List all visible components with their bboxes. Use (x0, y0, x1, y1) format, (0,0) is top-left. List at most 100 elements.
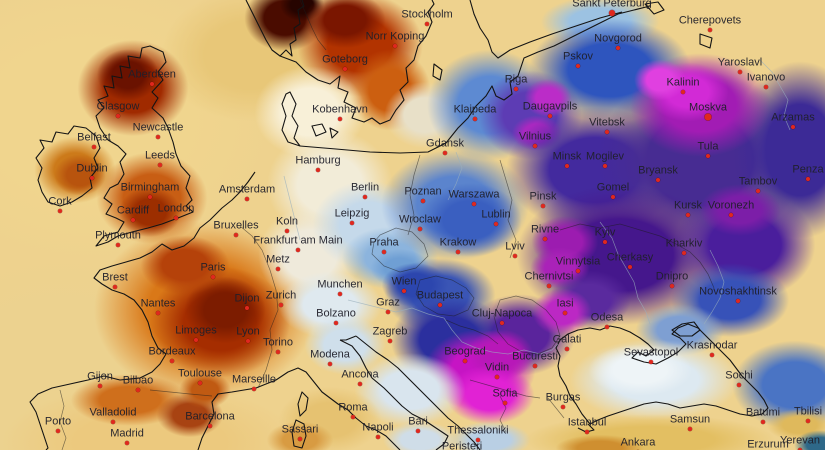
city-dot (386, 310, 390, 314)
city-label: Lublin (481, 208, 511, 221)
city-dot (514, 87, 518, 91)
city-label: Tula (697, 140, 719, 153)
city-label: Leipzig (334, 207, 370, 220)
city-label: Warszawa (448, 188, 500, 201)
city-dot (194, 338, 198, 342)
city-dot (90, 176, 94, 180)
city-dot (543, 237, 547, 241)
city-label: Bucuresti (512, 350, 558, 363)
city-label: Kalinin (666, 76, 700, 89)
city-dot (98, 384, 102, 388)
city-label: Bilbao (122, 374, 154, 387)
city-dot (246, 339, 250, 343)
city-dot (611, 195, 615, 199)
city-dot (736, 299, 740, 303)
city-dot (382, 250, 386, 254)
city-dot (565, 164, 569, 168)
city-dot (576, 64, 580, 68)
city-label: Vitebsk (589, 116, 625, 129)
city-label: Sassari (281, 423, 319, 436)
city-label: Marseille (231, 373, 277, 386)
city-label: Poznan (404, 185, 442, 198)
city-label: Cardiff (116, 204, 150, 217)
city-label: Gdansk (426, 137, 464, 150)
city-label: Galati (552, 333, 582, 346)
city-label: Pskov (563, 50, 593, 63)
city-label: Limoges (175, 324, 217, 337)
city-label: Munchen (317, 278, 363, 291)
city-label: Tbilisi (793, 405, 823, 418)
city-dot (421, 199, 425, 203)
city-label: Vinnytsia (555, 255, 601, 268)
city-label: Daugavpils (522, 100, 578, 113)
city-dot (616, 46, 620, 50)
city-label: Dublin (76, 162, 108, 175)
city-dot (56, 429, 60, 433)
city-label: Roma (338, 401, 368, 414)
city-dot (388, 339, 392, 343)
city-label: Burgas (545, 391, 581, 404)
city-dot (503, 401, 507, 405)
city-dot (116, 243, 120, 247)
city-label: Bolzano (316, 307, 356, 320)
city-label: Barcelona (185, 410, 235, 423)
city-dot (425, 22, 429, 26)
city-label: Minsk (552, 150, 582, 163)
city-label: Gijon (87, 370, 113, 383)
city-dot (737, 383, 741, 387)
city-label: Kobenhavn (312, 103, 368, 116)
city-label: Lviv (505, 240, 525, 253)
city-dot (296, 248, 300, 252)
city-dot (565, 347, 569, 351)
city-label: Vidin (484, 361, 510, 374)
city-dot (791, 125, 795, 129)
city-label: Aberdeen (128, 68, 176, 81)
city-dot (92, 145, 96, 149)
city-dot (402, 289, 406, 293)
city-dot (761, 420, 765, 424)
city-label: Budapest (416, 289, 464, 302)
city-dot (338, 117, 342, 121)
city-label: Istanbul (567, 416, 607, 429)
city-dot (473, 117, 477, 121)
city-label: Dijon (234, 292, 260, 305)
city-label: Porto (44, 415, 72, 428)
city-dot (58, 209, 62, 213)
city-label: Cherepovets (678, 14, 742, 27)
city-label: Krakow (439, 236, 477, 249)
city-dot (245, 306, 249, 310)
city-label: Newcastle (132, 121, 184, 134)
city-label: Sochi (725, 369, 753, 382)
city-label: Ivanovo (746, 71, 786, 84)
city-dot (729, 213, 733, 217)
city-dot (376, 435, 380, 439)
city-label: Sofia (492, 387, 518, 400)
city-dot (245, 197, 249, 201)
city-dot (704, 113, 712, 121)
city-dot (211, 275, 215, 279)
city-label: Ankara (620, 436, 656, 449)
city-label: Zagreb (372, 325, 408, 338)
city-label: Pinsk (529, 190, 557, 203)
city-dot (710, 353, 714, 357)
city-label: Novgorod (594, 32, 642, 45)
city-dot (158, 163, 162, 167)
city-dot (541, 204, 545, 208)
city-label: Cherkasy (606, 251, 654, 264)
city-label: Torino (263, 336, 293, 349)
city-label: Iasi (556, 297, 574, 310)
city-dot (276, 267, 280, 271)
city-dot (418, 227, 422, 231)
city-label: Dnipro (655, 270, 689, 283)
city-label: Valladolid (89, 406, 137, 419)
city-dot (708, 28, 712, 32)
city-dot (358, 382, 362, 386)
city-label: Norr Koping (365, 30, 425, 43)
city-label: Bordeaux (148, 345, 196, 358)
city-label: Wroclaw (399, 213, 441, 226)
city-dot (576, 269, 580, 273)
city-dot (605, 325, 609, 329)
city-dot (628, 265, 632, 269)
